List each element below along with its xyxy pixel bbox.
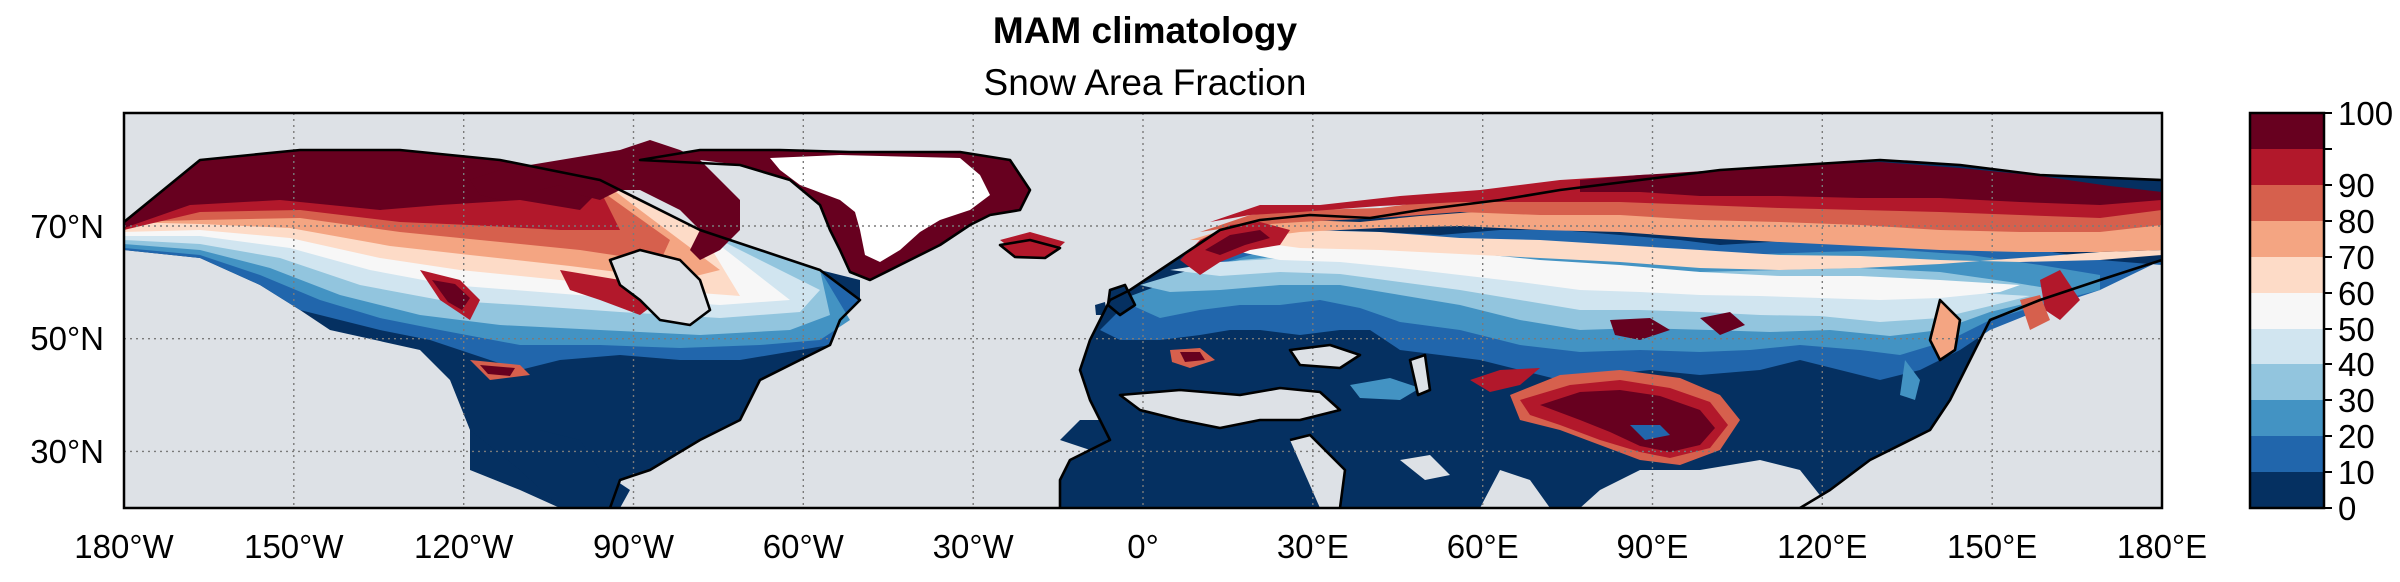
colorbar-bin [2250, 113, 2324, 149]
coastlines [123, 148, 2163, 510]
colorbar-bin [2250, 221, 2324, 257]
colorbar-tick-label: 10 [2338, 454, 2375, 491]
colorbar-bin [2250, 436, 2324, 472]
colorbar-bin [2250, 472, 2324, 508]
x-tick-label: 90°W [593, 528, 675, 565]
x-tick-label: 60°W [763, 528, 845, 565]
colorbar-tick-label: 90 [2338, 167, 2375, 204]
colorbar-frame [2248, 111, 2326, 510]
gridlines [124, 113, 2162, 508]
snow-fraction-field [124, 140, 2162, 508]
y-tick-label: 70°N [30, 208, 104, 245]
colorbar-bin [2250, 364, 2324, 400]
colorbar-tick-label: 20 [2338, 418, 2375, 455]
colorbar-bin [2250, 293, 2324, 329]
x-tick-label: 180°E [2117, 528, 2207, 565]
colorbar-tick-label: 50 [2338, 311, 2375, 348]
x-tick-labels: 180°W 150°W 120°W 90°W 60°W 30°W 0° 30°E… [74, 528, 2207, 565]
colorbar-bin [2250, 257, 2324, 293]
x-tick-label: 180°W [74, 528, 174, 565]
colorbar: 0 10 20 30 40 50 60 70 80 90 100 [2248, 95, 2393, 527]
y-tick-label: 50°N [30, 320, 104, 357]
colorbar-bin [2250, 400, 2324, 436]
colorbar-tick-label: 100 [2338, 95, 2393, 132]
colorbar-tick-label: 0 [2338, 490, 2356, 527]
y-tick-label: 30°N [30, 433, 104, 470]
x-tick-label: 30°E [1277, 528, 1349, 565]
colorbar-tick-label: 80 [2338, 203, 2375, 240]
x-tick-label: 0° [1127, 528, 1159, 565]
colorbar-bin [2250, 149, 2324, 185]
colorbar-bin [2250, 329, 2324, 364]
colorbar-tick-label: 30 [2338, 382, 2375, 419]
x-tick-label: 150°E [1947, 528, 2037, 565]
x-tick-label: 90°E [1617, 528, 1689, 565]
x-tick-label: 120°W [414, 528, 514, 565]
x-tick-label: 30°W [933, 528, 1015, 565]
colorbar-tick-label: 70 [2338, 239, 2375, 276]
x-tick-label: 120°E [1777, 528, 1867, 565]
y-tick-labels: 70°N 50°N 30°N [30, 208, 104, 470]
x-tick-label: 60°E [1447, 528, 1519, 565]
eurasia-landmass [1000, 160, 2162, 508]
map-subtitle: Snow Area Fraction [983, 62, 1307, 103]
map-title: MAM climatology [992, 10, 1298, 51]
north-america-landmass [124, 140, 860, 508]
colorbar-tick-label: 40 [2338, 346, 2375, 383]
colorbar-tick-label: 60 [2338, 275, 2375, 312]
colorbar-bin [2250, 185, 2324, 221]
x-tick-label: 150°W [244, 528, 344, 565]
map-frame [122, 111, 2164, 510]
